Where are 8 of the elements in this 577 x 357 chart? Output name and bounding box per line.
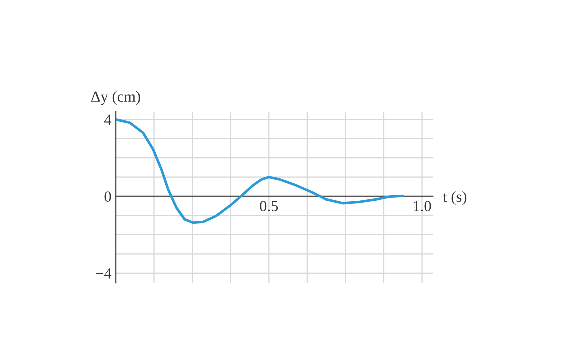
y-tick-label: −4	[96, 268, 112, 279]
x-axis-title: t (s)	[443, 191, 467, 206]
line-series	[116, 118, 404, 224]
y-tick-label: 0	[104, 192, 112, 202]
y-axis-title: Δy (cm)	[92, 91, 140, 106]
x-tick-label: 1.0	[414, 201, 432, 212]
y-tick-label: 4	[104, 114, 112, 125]
x-tick-label: 0.5	[260, 201, 278, 212]
